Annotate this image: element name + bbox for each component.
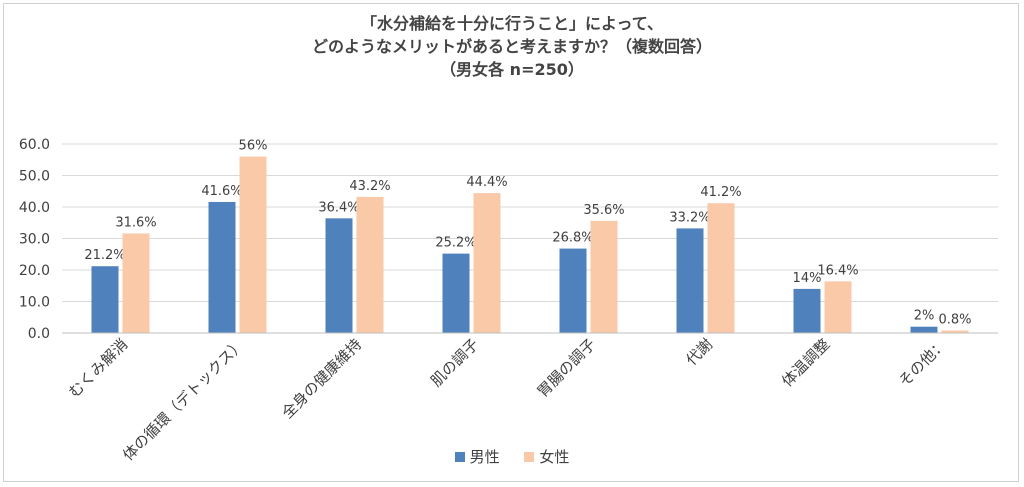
data-label: 2%: [914, 309, 935, 324]
bar: [707, 203, 735, 333]
x-tick-label: むくみ解消: [65, 335, 131, 401]
bar: [824, 281, 852, 333]
data-label: 31.6%: [115, 215, 156, 230]
y-tick-label: 10.0: [19, 295, 50, 311]
bar: [941, 330, 969, 333]
data-label: 0.8%: [938, 312, 971, 327]
title-line-3: （男女各 n=250）: [440, 60, 584, 79]
bar: [239, 156, 267, 333]
bar: [590, 220, 618, 333]
bar: [356, 196, 384, 333]
x-tick-label: 肌の調子: [427, 335, 482, 390]
data-label: 25.2%: [435, 236, 476, 251]
legend-swatch-female: [524, 451, 535, 462]
data-label: 33.2%: [669, 210, 710, 225]
x-tick-label: その他：: [895, 335, 950, 390]
y-tick-label: 0.0: [28, 326, 50, 342]
legend-swatch-male: [454, 451, 465, 462]
data-label: 43.2%: [349, 179, 390, 194]
data-label: 41.2%: [700, 185, 741, 200]
bar: [676, 228, 704, 333]
data-label: 44.4%: [466, 175, 507, 190]
y-tick-label: 40.0: [19, 200, 50, 216]
legend-label-male: 男性: [469, 448, 500, 466]
data-label: 14%: [793, 271, 822, 286]
x-tick-label: 体温調整: [778, 335, 833, 390]
y-tick-label: 50.0: [19, 169, 50, 185]
data-label: 36.4%: [318, 200, 359, 215]
bar: [473, 193, 501, 333]
x-tick-label: 代謝: [682, 335, 716, 369]
data-label: 21.2%: [84, 248, 125, 263]
y-tick-label: 30.0: [19, 232, 50, 248]
y-tick-label: 60.0: [19, 137, 50, 153]
x-tick-label: 全身の健康維持: [278, 335, 365, 422]
data-label: 35.6%: [583, 203, 624, 218]
title-line-1: 「水分補給を十分に行うこと」によって、: [361, 14, 663, 33]
legend-item-female: 女性: [524, 446, 569, 467]
x-tick-label: 体の循環（デトックス）: [119, 335, 248, 464]
legend-item-male: 男性: [454, 446, 500, 467]
bar: [208, 201, 236, 333]
y-tick-label: 20.0: [19, 263, 50, 279]
bar: [910, 326, 938, 333]
data-label: 16.4%: [817, 263, 858, 278]
legend: 男性 女性: [0, 446, 1024, 467]
legend-label-female: 女性: [539, 448, 570, 466]
bar: [559, 248, 587, 333]
bar: [325, 218, 353, 333]
bar: [122, 233, 150, 333]
bar: [442, 253, 470, 333]
chart-frame: [3, 3, 1019, 482]
data-label: 41.6%: [201, 184, 242, 199]
data-label: 56%: [239, 139, 268, 154]
bar: [91, 266, 119, 333]
x-tick-label: 胃腸の調子: [534, 335, 600, 401]
chart-title: 「水分補給を十分に行うこと」によって、 どのようなメリットがあると考えますか？（…: [0, 12, 1024, 81]
bar: [793, 288, 821, 333]
data-label: 26.8%: [552, 231, 593, 246]
title-line-2: どのようなメリットがあると考えますか？（複数回答）: [311, 37, 712, 56]
